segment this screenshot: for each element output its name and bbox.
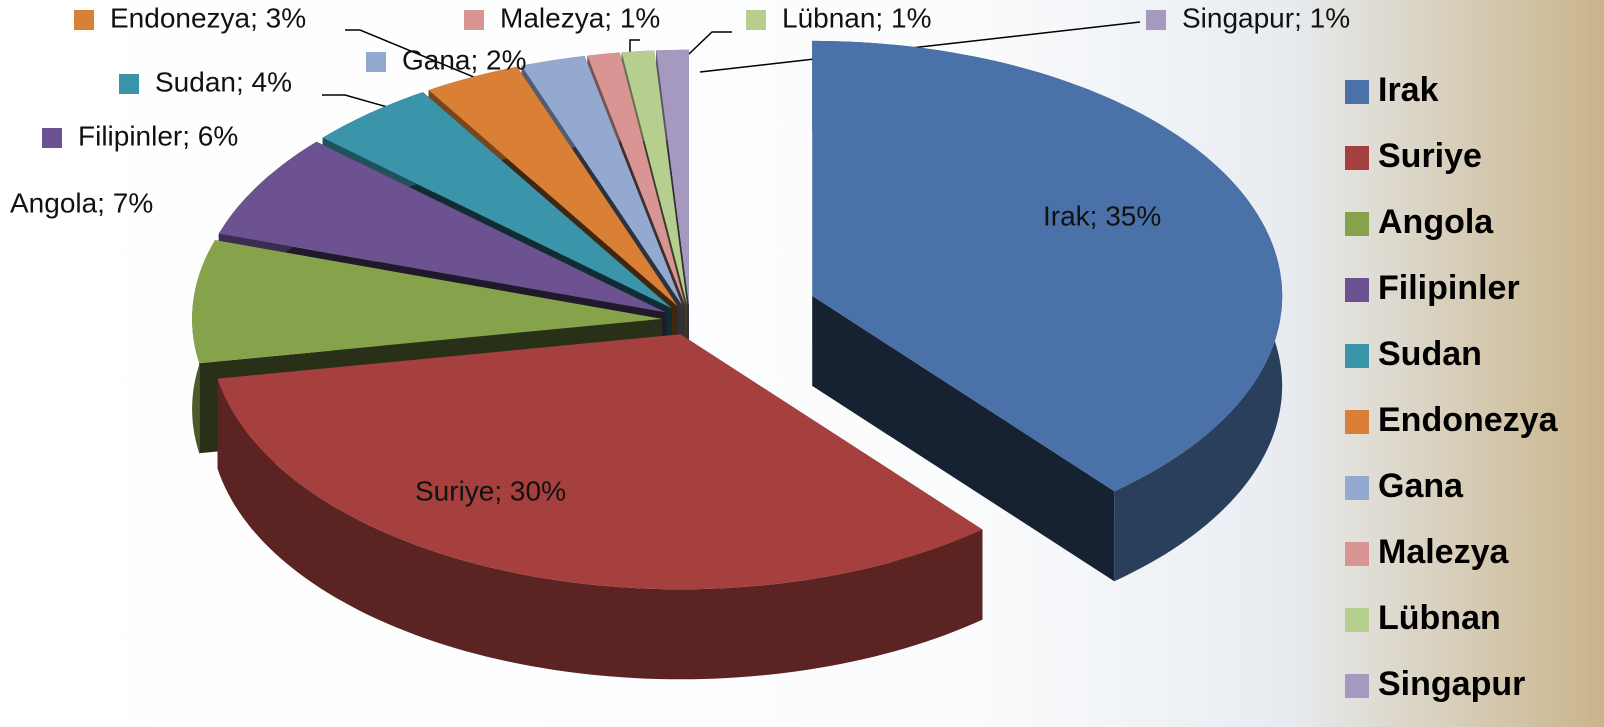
legend-label: Gana — [1378, 467, 1464, 505]
data-label: Sudan; 4% — [155, 66, 292, 97]
data-label-key — [119, 74, 139, 94]
data-label-key — [1146, 10, 1166, 30]
legend-label: Filipinler — [1378, 269, 1520, 307]
legend-swatch — [1345, 476, 1369, 500]
legend-label: Irak — [1378, 71, 1439, 109]
data-label-key — [464, 10, 484, 30]
data-label: Endonezya; 3% — [110, 2, 306, 33]
page: Irak; 35% Suriye; 30% Angola; 7% Filipinler… — [0, 0, 1604, 727]
data-label: Suriye; 30% — [415, 475, 566, 506]
data-label: Filipinler; 6% — [78, 120, 238, 151]
legend-swatch — [1345, 212, 1369, 236]
legend-label: Endonezya — [1378, 401, 1559, 439]
legend-label: Singapur — [1378, 665, 1525, 703]
data-label-key — [74, 10, 94, 30]
legend-swatch — [1345, 80, 1369, 104]
data-label: Malezya; 1% — [500, 2, 660, 33]
data-label: Gana; 2% — [402, 44, 527, 75]
data-label: Lübnan; 1% — [782, 2, 931, 33]
chart: Irak; 35% Suriye; 30% Angola; 7% Filipinler… — [0, 0, 1604, 727]
data-label-key — [746, 10, 766, 30]
legend-swatch — [1345, 278, 1369, 302]
legend-swatch — [1345, 608, 1369, 632]
legend-label: Malezya — [1378, 533, 1509, 571]
data-label-key — [366, 52, 386, 72]
data-label: Irak; 35% — [1043, 200, 1161, 231]
data-label: Singapur; 1% — [1182, 2, 1350, 33]
legend-swatch — [1345, 542, 1369, 566]
legend-swatch — [1345, 410, 1369, 434]
legend-label: Sudan — [1378, 335, 1482, 373]
legend-swatch — [1345, 674, 1369, 698]
legend-label: Lübnan — [1378, 599, 1501, 637]
legend-swatch — [1345, 146, 1369, 170]
data-label: Angola; 7% — [10, 187, 153, 218]
legend-label: Suriye — [1378, 137, 1482, 175]
legend-swatch — [1345, 344, 1369, 368]
legend-label: Angola — [1378, 203, 1494, 241]
data-label-key — [42, 128, 62, 148]
